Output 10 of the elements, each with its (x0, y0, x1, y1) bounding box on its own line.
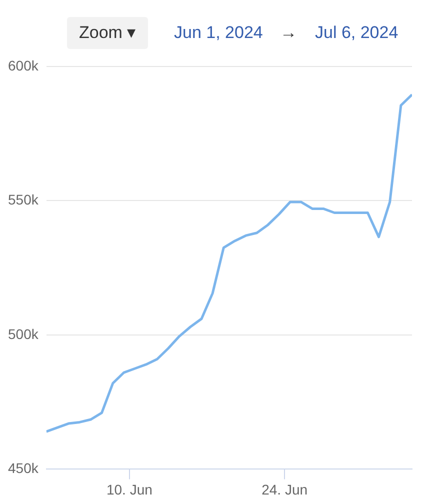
y-tick-label: 500k (8, 326, 40, 342)
y-tick-label: 450k (8, 460, 40, 476)
y-tick-label: 550k (8, 192, 40, 208)
text: Jul 6, 2024 (315, 22, 398, 44)
zoom-dropdown: Zoom ▾ (67, 17, 148, 49)
y-tick-label: 600k (8, 57, 40, 74)
x-tick-label: 10. Jun (106, 481, 152, 498)
x-tick-label: 24. Jun (262, 481, 308, 498)
text: Jun 1, 2024 (174, 22, 263, 44)
text: → (280, 22, 297, 44)
